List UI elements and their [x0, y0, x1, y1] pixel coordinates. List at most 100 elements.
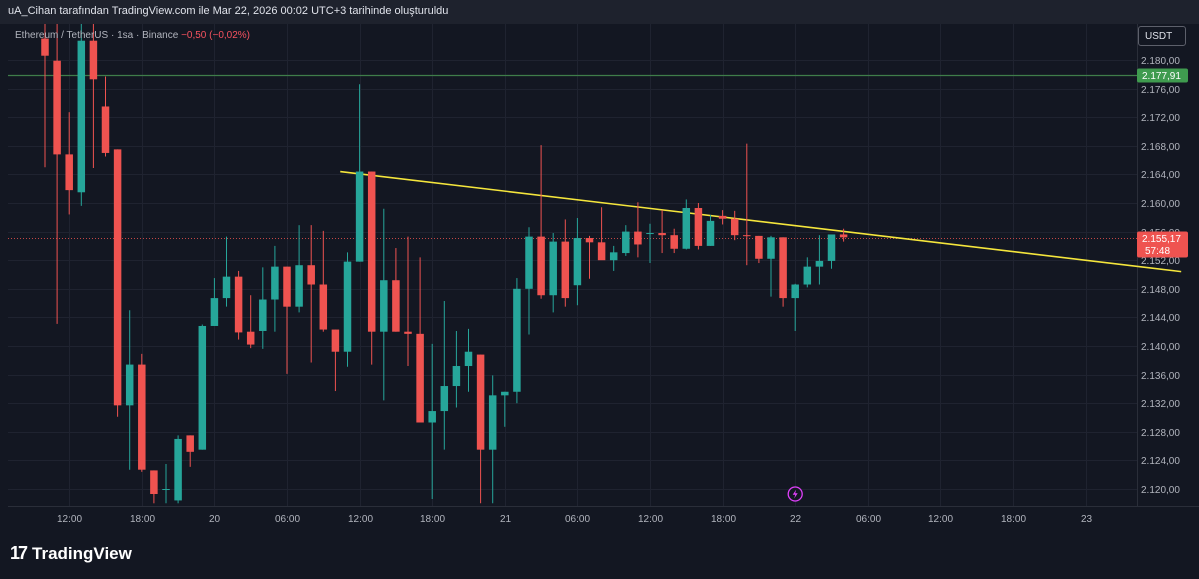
y-tick-label: 2.164,00	[1141, 170, 1180, 181]
y-tick-label: 2.128,00	[1141, 428, 1180, 439]
candle-body	[65, 154, 73, 191]
candle-body	[573, 238, 582, 286]
y-tick-label: 2.180,00	[1141, 56, 1180, 67]
tradingview-brand: TradingView	[32, 543, 132, 563]
candle-body	[501, 391, 509, 396]
candle-body	[307, 265, 315, 285]
x-tick-label: 20	[209, 514, 221, 525]
time-axis[interactable]: 12:00 18:00 20 06:00 12:00 18:00 21 06:00 12:00 1…	[57, 514, 1093, 525]
candle-body	[89, 40, 98, 80]
header-title: uA_Cihan tarafından TradingView.com ile …	[8, 5, 449, 17]
candle-body	[416, 333, 424, 423]
x-tick-label: 23	[1081, 514, 1093, 525]
y-tick-label: 2.144,00	[1141, 313, 1180, 324]
x-tick-label: 12:00	[928, 514, 953, 525]
candle-body	[150, 470, 158, 495]
candle-body	[41, 38, 49, 56]
candle-body	[537, 236, 545, 296]
x-tick-label: 18:00	[420, 514, 445, 525]
drawings	[8, 74, 1182, 502]
bar-countdown-label: 57:48	[1145, 246, 1170, 257]
level-price-tag[interactable]	[1137, 68, 1188, 83]
candle-body	[77, 40, 86, 193]
lightning-glyph	[792, 489, 798, 499]
y-tick-label: 2.172,00	[1141, 113, 1180, 124]
candle-body	[682, 208, 691, 249]
candle-body	[779, 237, 787, 299]
x-tick-label: 06:00	[856, 514, 881, 525]
x-tick-label: 06:00	[565, 514, 590, 525]
candle-body	[767, 237, 775, 259]
trendline[interactable]	[340, 170, 1182, 273]
candle-body	[343, 261, 352, 352]
candle-body	[791, 284, 799, 299]
candle-body	[355, 171, 364, 262]
candle-body	[380, 280, 388, 332]
candle-body	[476, 354, 485, 450]
candle-body	[634, 231, 642, 245]
candle-body	[198, 325, 207, 450]
x-tick-label: 18:00	[1001, 514, 1026, 525]
symbol-separator-1: ·	[110, 30, 115, 41]
candle-body	[295, 265, 303, 307]
level-price-label: 2.177,91	[1142, 71, 1181, 82]
plot-area	[8, 24, 1137, 506]
symbol-separator-2: ·	[136, 30, 140, 41]
candle-body	[234, 276, 243, 333]
candles	[41, 24, 848, 504]
candle-body	[609, 252, 618, 261]
price-axis[interactable]: 2.120,00 2.124,00 2.128,00 2.132,00 2.136,00…	[1137, 56, 1188, 496]
symbol-info[interactable]: Ethereum / TetherUS · 1sa · Binance −0,5…	[15, 30, 250, 41]
y-tick-label: 2.140,00	[1141, 342, 1180, 353]
candle-body	[113, 149, 122, 406]
candle-body	[428, 411, 436, 423]
y-tick-label: 2.152,00	[1141, 256, 1180, 267]
grid	[8, 24, 1199, 507]
current-price-label: 2.155,17	[1142, 234, 1181, 245]
candle-body	[210, 298, 219, 326]
x-tick-label: 12:00	[348, 514, 373, 525]
x-tick-label: 12:00	[57, 514, 82, 525]
candle-body	[488, 395, 497, 450]
candle-body	[259, 299, 267, 331]
current-price-tag[interactable]	[1137, 231, 1188, 258]
candle-body	[246, 331, 255, 345]
x-tick-label: 22	[790, 514, 802, 525]
y-tick-label: 2.136,00	[1141, 371, 1180, 382]
tradingview-logo[interactable]: 17 TradingView	[10, 543, 132, 564]
currency-button[interactable]: USDT	[1138, 26, 1186, 46]
y-tick-label: 2.176,00	[1141, 85, 1180, 96]
candle-body	[670, 235, 678, 249]
x-tick-label: 18:00	[130, 514, 155, 525]
candle-body	[585, 238, 594, 243]
y-tick-label: 2.120,00	[1141, 485, 1180, 496]
candle-body	[597, 242, 606, 261]
candle-body	[162, 489, 170, 490]
candle-body	[101, 106, 110, 153]
candle-body	[803, 266, 812, 285]
y-tick-label: 2.160,00	[1141, 199, 1180, 210]
candle-body	[404, 331, 412, 334]
candle-body	[331, 329, 340, 352]
candle-body	[452, 366, 461, 387]
x-tick-label: 06:00	[275, 514, 300, 525]
candle-body	[827, 234, 836, 261]
symbol-pair[interactable]: Ethereum / TetherUS	[15, 30, 109, 41]
y-tick-label: 2.148,00	[1141, 285, 1180, 296]
candle-body	[658, 233, 666, 236]
y-tick-label: 2.168,00	[1141, 142, 1180, 153]
candle-body	[525, 236, 533, 289]
symbol-interval[interactable]: 1sa	[117, 30, 134, 41]
header-bar: uA_Cihan tarafından TradingView.com ile …	[0, 0, 1199, 24]
candle-body	[730, 218, 739, 236]
candle-body	[561, 241, 570, 299]
candle-body	[125, 364, 134, 406]
y-tick-label: 2.124,00	[1141, 456, 1180, 467]
candle-body	[186, 435, 194, 452]
candle-body	[271, 266, 279, 300]
candle-body	[706, 220, 715, 246]
candle-body	[222, 276, 231, 299]
candle-body	[718, 215, 727, 219]
candle-body	[755, 235, 763, 259]
